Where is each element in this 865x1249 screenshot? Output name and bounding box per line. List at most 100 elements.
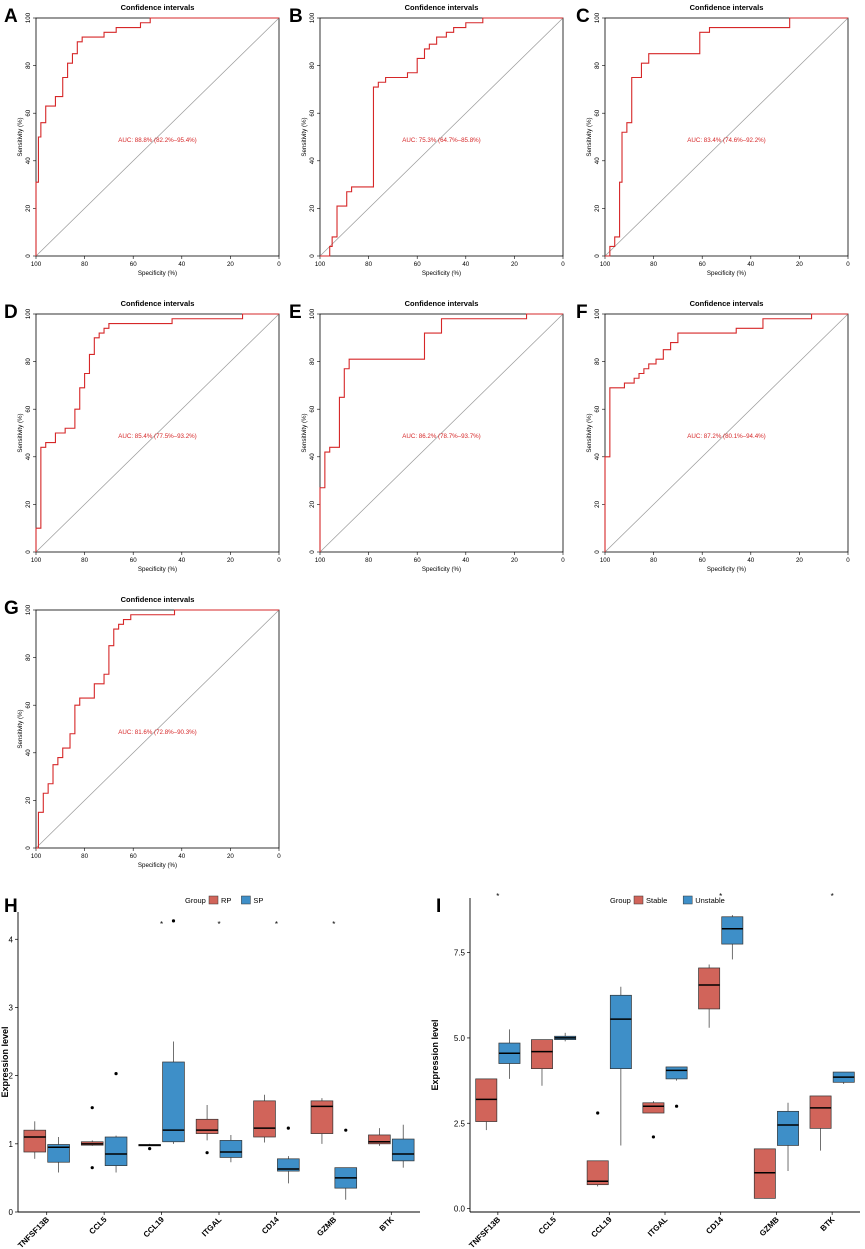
legend-swatch — [208, 895, 219, 905]
x-tick-label: 80 — [365, 261, 372, 268]
reference-diagonal — [35, 313, 280, 553]
y-tick-label: 60 — [25, 109, 32, 116]
x-tick-label: 40 — [462, 261, 469, 268]
y-tick-label: 0 — [309, 254, 316, 258]
outlier-point — [286, 1126, 290, 1130]
chart-title: Confidence intervals — [121, 299, 195, 308]
roc-curve — [36, 609, 279, 849]
y-tick-label: 80 — [594, 62, 601, 69]
chart-title: Confidence intervals — [121, 595, 195, 604]
panel-letter: E — [289, 302, 302, 323]
x-tick-label: ITGAL — [646, 1215, 669, 1238]
legend-label: RP — [221, 896, 231, 905]
outlier-point — [651, 1135, 656, 1139]
box-sp — [391, 1138, 415, 1162]
auc-annotation: AUC: 81.6% (72.8%–90.3%) — [118, 729, 196, 736]
x-tick-label: 20 — [227, 557, 234, 564]
x-tick-label: 20 — [796, 261, 803, 268]
roc-panel-f: F Confidence intervals 100 80 60 40 20 0 0 20 40 60… — [576, 299, 850, 573]
x-tick-label: CD14 — [704, 1215, 725, 1236]
plot-frame — [604, 17, 849, 257]
x-tick-label: ITGAL — [200, 1215, 223, 1238]
y-tick-label: 20 — [25, 500, 32, 507]
box-rp — [253, 1100, 276, 1138]
y-tick-label: 0 — [25, 254, 32, 258]
y-axis-label: Sensitivity (%) — [301, 117, 308, 156]
y-tick-label: 100 — [309, 308, 316, 319]
y-axis-label: Sensitivity (%) — [17, 413, 24, 452]
x-tick-label: 20 — [511, 261, 518, 268]
y-tick-label: 20 — [309, 500, 316, 507]
roc-panel-b: B Confidence intervals 100 80 60 40 20 0 0 20 40 60… — [289, 3, 565, 277]
x-tick-label: 80 — [365, 557, 372, 564]
box-sp — [162, 1061, 185, 1143]
box-unstable — [721, 916, 744, 945]
x-tick-label: 40 — [747, 261, 754, 268]
chart-title: Confidence intervals — [405, 3, 479, 12]
x-tick-label: 20 — [511, 557, 518, 564]
y-tick-label: 40 — [25, 749, 32, 756]
y-tick-label: 100 — [25, 604, 32, 615]
legend-title: Group — [610, 896, 631, 905]
significance-marker: * — [160, 920, 163, 929]
chart-title: Confidence intervals — [405, 299, 479, 308]
y-tick-label: 80 — [309, 62, 316, 69]
box-rp — [23, 1129, 47, 1153]
plot-frame — [35, 609, 280, 849]
box-stable — [531, 1039, 553, 1070]
legend-label: SP — [253, 896, 263, 905]
y-tick-label: 5.0 — [454, 1034, 466, 1043]
y-tick-label: 20 — [309, 204, 316, 211]
x-tick-label: 0 — [846, 261, 850, 268]
y-tick-label: 80 — [594, 358, 601, 365]
significance-marker: * — [831, 892, 834, 901]
box-panel-h: H 0 1 2 3 4 Expression level Group RP SP TNFSF13B C… — [0, 895, 420, 1249]
x-tick-label: 60 — [699, 557, 706, 564]
roc-curve — [320, 17, 563, 257]
x-tick-label: CCL19 — [142, 1215, 167, 1240]
legend-title: Group — [185, 896, 206, 905]
x-tick-label: CCL19 — [589, 1215, 614, 1240]
x-tick-label: 40 — [178, 557, 185, 564]
x-tick-label: TNFSF13B — [16, 1215, 51, 1249]
chart-title: Confidence intervals — [121, 3, 195, 12]
y-tick-label: 100 — [309, 12, 316, 23]
outlier-point — [344, 1128, 348, 1132]
y-tick-label: 0 — [9, 1208, 14, 1217]
y-axis-label: Sensitivity (%) — [301, 413, 308, 452]
y-tick-label: 60 — [25, 701, 32, 708]
y-tick-label: 80 — [25, 62, 32, 69]
outlier-point — [148, 1146, 152, 1151]
significance-marker: * — [217, 920, 220, 929]
auc-annotation: AUC: 83.4% (74.6%–92.2%) — [687, 137, 765, 144]
y-tick-label: 40 — [309, 157, 316, 164]
y-tick-label: 80 — [309, 358, 316, 365]
x-tick-label: BTK — [819, 1215, 837, 1233]
y-tick-label: 100 — [25, 308, 32, 319]
y-axis-label: Sensitivity (%) — [586, 117, 593, 156]
legend-swatch — [633, 895, 644, 905]
x-tick-label: CD14 — [260, 1215, 281, 1236]
y-tick-label: 80 — [25, 358, 32, 365]
x-tick-label: 100 — [31, 557, 42, 564]
y-axis-label: Sensitivity (%) — [586, 413, 593, 452]
y-axis-label: Sensitivity (%) — [17, 117, 24, 156]
box-sp — [47, 1144, 70, 1163]
y-tick-label: 40 — [25, 157, 32, 164]
auc-annotation: AUC: 85.4% (77.5%–93.2%) — [118, 433, 196, 440]
y-tick-label: 100 — [25, 12, 32, 23]
y-tick-label: 60 — [309, 405, 316, 412]
outlier-point — [114, 1071, 118, 1076]
y-tick-label: 40 — [594, 157, 601, 164]
box-rp — [368, 1134, 391, 1145]
y-tick-label: 0.0 — [454, 1205, 466, 1214]
x-tick-label: 0 — [561, 261, 565, 268]
panel-letter: I — [436, 896, 441, 917]
box-stable — [586, 1160, 609, 1186]
y-tick-label: 0 — [25, 846, 32, 850]
x-tick-label: 20 — [227, 853, 234, 860]
y-tick-label: 20 — [25, 204, 32, 211]
x-tick-label: 0 — [846, 557, 850, 564]
y-tick-label: 2.5 — [454, 1119, 466, 1128]
box-sp — [104, 1136, 128, 1166]
